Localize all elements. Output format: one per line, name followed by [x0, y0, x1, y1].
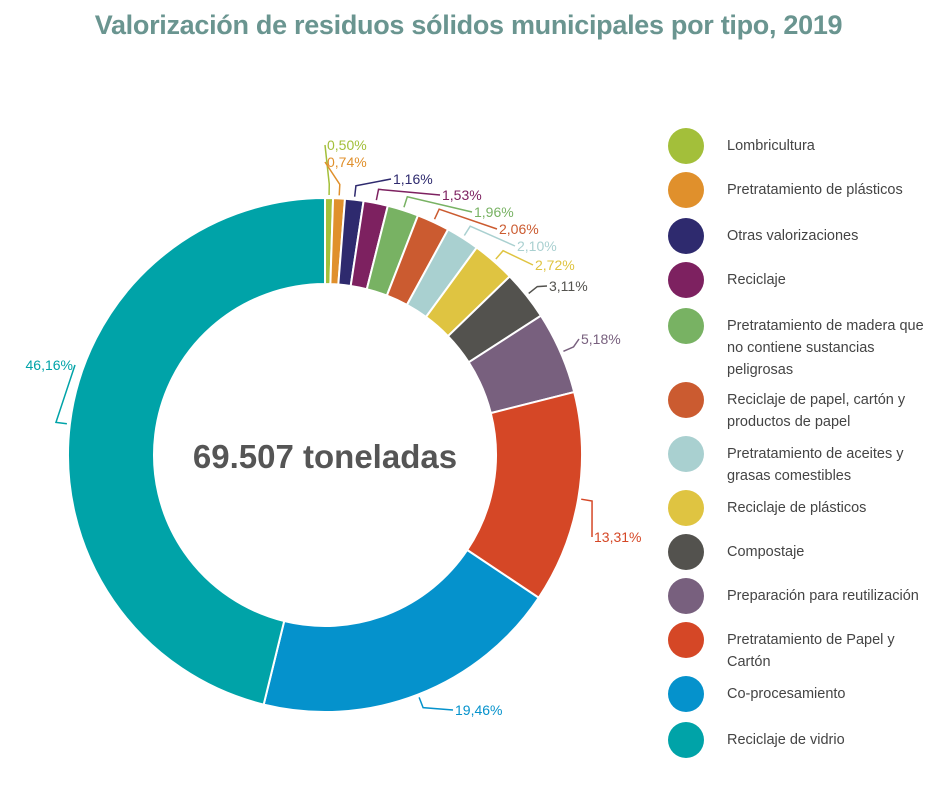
slice-reciclaje-de-vidrio[interactable]	[67, 196, 326, 706]
legend-item[interactable]: Pretratamiento de aceites y grasas comes…	[668, 436, 932, 487]
data-label: 2,10%	[517, 238, 557, 254]
legend-item[interactable]: Reciclaje de vidrio	[668, 722, 932, 758]
leader-line	[418, 697, 454, 711]
legend-label: Otras valorizaciones	[727, 228, 859, 244]
legend-label: Reciclaje de vidrio	[727, 732, 845, 748]
leader-line	[375, 188, 441, 201]
legend-swatch-icon	[668, 262, 704, 298]
legend-label: Reciclaje	[727, 272, 786, 288]
data-labels: 0,50%0,74% 1,16% 1,53%1,96%2,06%2,10% 2,72%…	[26, 137, 642, 718]
legend-swatch-icon	[668, 676, 704, 712]
leader-line	[495, 249, 534, 266]
data-label: 19,46%	[455, 702, 502, 718]
data-label: 3,11%	[549, 278, 588, 294]
leader-line	[528, 285, 548, 295]
legend-swatch-icon	[668, 534, 704, 570]
legend-item[interactable]: Reciclaje	[668, 262, 932, 298]
legend-label: Reciclaje de papel, cartón y productos d…	[727, 392, 906, 430]
legend-label: Pretratamiento de madera que no contiene…	[727, 318, 924, 378]
leader-line	[563, 338, 580, 353]
leader-line	[581, 498, 593, 538]
legend-swatch-icon	[668, 172, 704, 208]
data-label: 1,16%	[393, 171, 433, 187]
legend-item[interactable]: Otras valorizaciones	[668, 218, 932, 254]
legend-swatch-icon	[668, 578, 704, 614]
leader-line	[324, 144, 331, 196]
leader-line	[403, 195, 473, 213]
legend-item[interactable]: Preparación para reutilización	[668, 578, 932, 614]
legend-label: Lombricultura	[727, 138, 815, 154]
data-label: 46,16%	[26, 357, 73, 373]
legend-label: Co-procesamiento	[727, 686, 846, 702]
legend-item[interactable]: Reciclaje de plásticos	[668, 490, 932, 526]
chart-title: Valorización de residuos sólidos municip…	[94, 10, 843, 40]
leader-line	[324, 161, 341, 196]
data-label: 5,18%	[581, 331, 621, 347]
leader-line	[463, 225, 516, 247]
legend-swatch-icon	[668, 490, 704, 526]
legend-label: Pretratamiento de aceites y grasas comes…	[727, 446, 904, 484]
data-label: 1,53%	[442, 187, 482, 203]
leader-line	[54, 364, 76, 425]
legend-item[interactable]: Lombricultura	[668, 128, 932, 164]
legend-item[interactable]: Co-procesamiento	[668, 676, 932, 712]
data-label: 13,31%	[594, 529, 641, 545]
legend-swatch-icon	[668, 308, 704, 344]
legend-item[interactable]: Pretratamiento de madera que no contiene…	[668, 308, 932, 381]
data-label: 2,06%	[499, 221, 539, 237]
donut-slices	[67, 196, 583, 713]
legend-label: Preparación para reutilización	[727, 588, 919, 604]
legend-label: Pretratamiento de Papel y Cartón	[727, 632, 895, 670]
legend-label: Reciclaje de plásticos	[727, 500, 867, 516]
legend-item[interactable]: Reciclaje de papel, cartón y productos d…	[668, 382, 932, 433]
legend-swatch-icon	[668, 382, 704, 418]
legend-item[interactable]: Compostaje	[668, 534, 932, 570]
leader-line	[433, 208, 498, 230]
legend-swatch-icon	[668, 128, 704, 164]
data-label: 2,72%	[535, 257, 575, 273]
legend-label: Compostaje	[727, 544, 805, 560]
legend-item[interactable]: Pretratamiento de plásticos	[668, 172, 932, 208]
slice-co-procesamiento[interactable]	[262, 548, 541, 713]
center-total-label: 69.507 toneladas	[193, 438, 457, 475]
data-label: 0,74%	[327, 154, 367, 170]
data-label: 0,50%	[327, 137, 367, 153]
legend-swatch-icon	[668, 722, 704, 758]
legend-label: Pretratamiento de plásticos	[727, 182, 903, 198]
legend-swatch-icon	[668, 436, 704, 472]
legend-swatch-icon	[668, 622, 704, 658]
leader-lines	[54, 144, 593, 711]
data-label: 1,96%	[474, 204, 514, 220]
legend-item[interactable]: Pretratamiento de Papel y Cartón	[668, 622, 932, 673]
legend-swatch-icon	[668, 218, 704, 254]
leader-line	[353, 178, 392, 197]
